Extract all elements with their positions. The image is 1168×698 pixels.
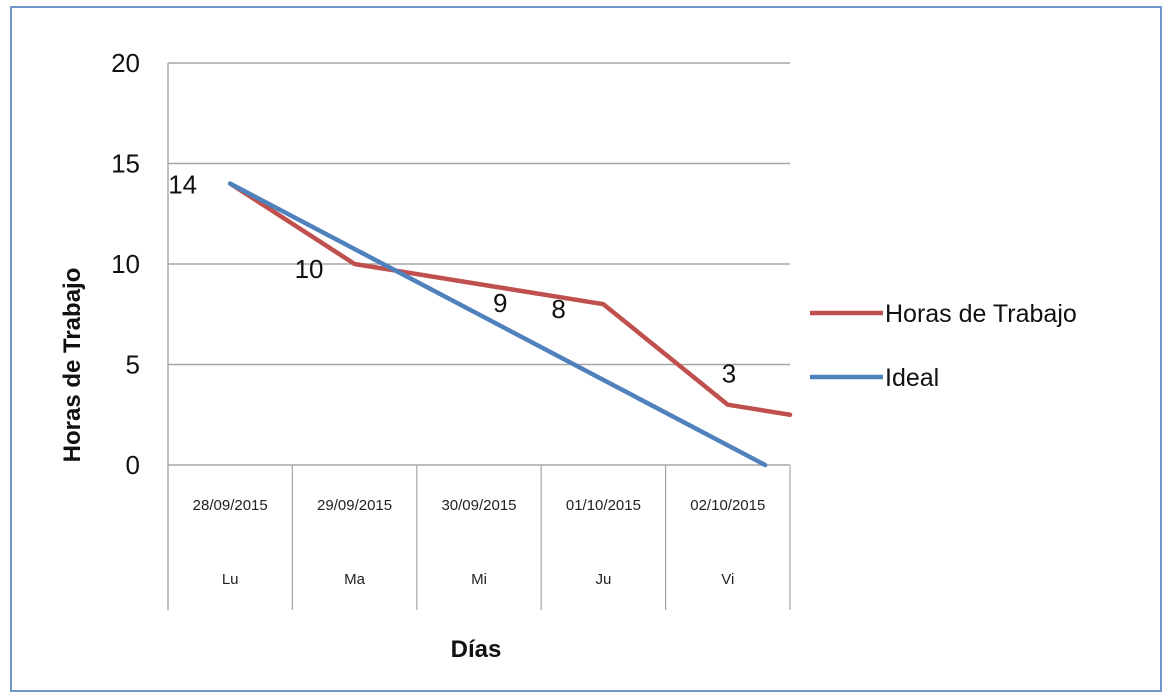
y-axis-ticks: 0 5 10 15 20 <box>111 48 140 480</box>
x-axis-categories: 28/09/2015 Lu 29/09/2015 Ma 30/09/2015 Mi 01/1… <box>193 497 766 588</box>
x-tick-day: Lu <box>222 571 239 588</box>
y-tick-label: 0 <box>126 450 140 480</box>
chart-frame <box>10 6 1162 692</box>
x-tick-day: Vi <box>721 571 734 588</box>
x-axis-title: Días <box>451 636 502 663</box>
legend-label: Ideal <box>885 364 939 392</box>
data-label: 9 <box>493 288 507 318</box>
gridlines <box>167 62 791 610</box>
x-tick-day: Ma <box>344 571 365 588</box>
data-labels: 14 10 9 8 3 <box>168 170 736 389</box>
x-tick-date: 30/09/2015 <box>441 497 516 514</box>
x-tick-date: 01/10/2015 <box>566 497 641 514</box>
data-label: 3 <box>722 359 736 389</box>
series-line <box>227 181 793 417</box>
x-tick-date: 02/10/2015 <box>690 497 765 514</box>
x-tick-day: Ju <box>595 571 611 588</box>
y-tick-label: 5 <box>126 350 140 380</box>
x-tick-date: 28/09/2015 <box>193 497 268 514</box>
data-label: 14 <box>168 170 197 200</box>
data-label: 8 <box>551 294 565 324</box>
legend: Horas de Trabajo Ideal <box>810 300 1077 392</box>
x-tick-day: Mi <box>471 571 487 588</box>
y-axis-title: Horas de Trabajo <box>59 268 86 463</box>
series-line <box>227 181 768 468</box>
x-tick-date: 29/09/2015 <box>317 497 392 514</box>
legend-label: Horas de Trabajo <box>885 300 1077 328</box>
series-lines <box>227 181 793 468</box>
y-tick-label: 20 <box>111 48 140 78</box>
y-tick-label: 10 <box>111 249 140 279</box>
y-tick-label: 15 <box>111 149 140 179</box>
data-label: 10 <box>295 254 324 284</box>
